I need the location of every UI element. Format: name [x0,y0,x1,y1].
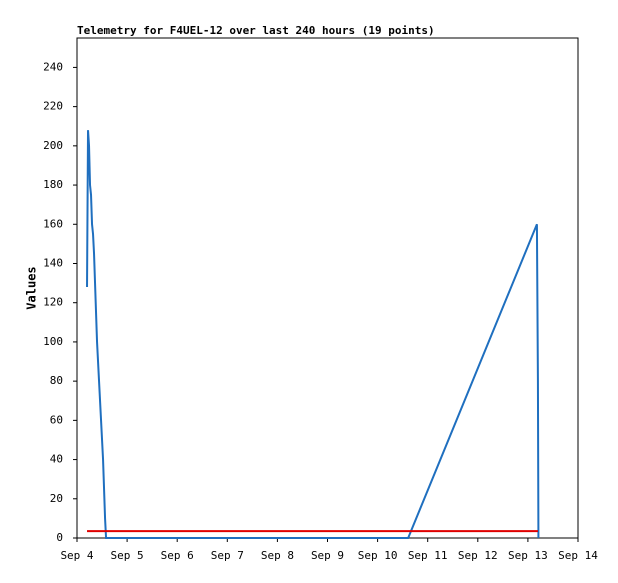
y-tick-label: 200 [43,139,63,152]
plot-frame [76,37,579,539]
x-tick-label: Sep 6 [161,549,194,562]
y-tick-label: 240 [43,60,63,73]
y-tick-label: 100 [43,335,63,348]
y-tick-label: 160 [43,217,63,230]
x-tick-label: Sep 12 [458,549,498,562]
x-tick-label: Sep 14 [558,549,598,562]
x-tick-label: Sep 8 [261,549,294,562]
chart-title: Telemetry for F4UEL-12 over last 240 hou… [77,24,435,37]
x-tick-label: Sep 4 [60,549,93,562]
x-tick-label: Sep 10 [358,549,398,562]
y-tick-label: 0 [56,531,63,544]
y-axis-label: Values [25,266,39,309]
y-tick-label: 140 [43,256,63,269]
series-line [86,130,540,539]
x-tick-label: Sep 9 [311,549,344,562]
y-tick-label: 180 [43,178,63,191]
x-tick-label: Sep 13 [508,549,548,562]
x-tick-label: Sep 7 [211,549,244,562]
y-tick-label: 80 [50,374,63,387]
y-tick-label: 220 [43,100,63,113]
y-tick-label: 40 [50,453,63,466]
x-tick-label: Sep 11 [408,549,448,562]
x-tick-label: Sep 5 [111,549,144,562]
y-tick-label: 20 [50,492,63,505]
y-tick-label: 60 [50,413,63,426]
y-tick-label: 120 [43,296,63,309]
